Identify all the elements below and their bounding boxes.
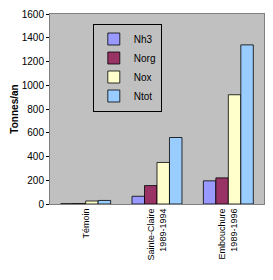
svg-text:Sainte-Claire1989-1994: Sainte-Claire1989-1994 <box>146 209 168 261</box>
svg-text:0: 0 <box>38 199 44 210</box>
svg-text:200: 200 <box>27 175 44 186</box>
svg-text:1000: 1000 <box>22 80 45 91</box>
svg-text:Témoin: Témoin <box>81 209 91 239</box>
svg-text:Nox: Nox <box>134 72 152 83</box>
svg-text:800: 800 <box>27 104 44 115</box>
svg-text:Embouchure1989-1996: Embouchure1989-1996 <box>217 209 239 260</box>
svg-text:Nh3: Nh3 <box>134 34 153 45</box>
svg-text:400: 400 <box>27 151 44 162</box>
svg-text:1200: 1200 <box>22 56 45 67</box>
svg-text:Tonnes/an: Tonnes/an <box>9 84 20 133</box>
svg-text:Norg: Norg <box>134 53 156 64</box>
svg-text:1400: 1400 <box>22 32 45 43</box>
svg-text:1600: 1600 <box>22 9 45 20</box>
svg-text:Ntot: Ntot <box>134 91 153 102</box>
svg-text:600: 600 <box>27 127 44 138</box>
